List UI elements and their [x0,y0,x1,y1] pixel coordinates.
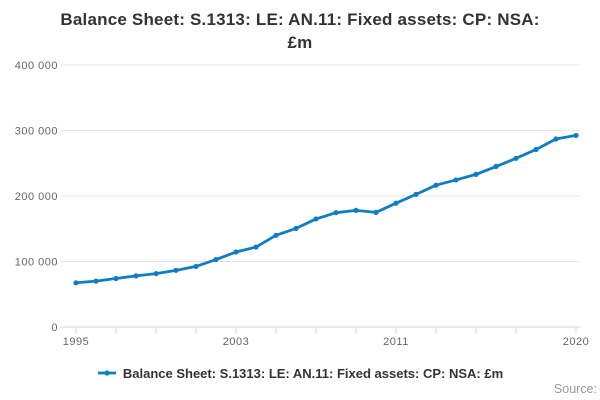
data-point-marker[interactable] [493,163,499,170]
y-axis-label: 100 000 [15,257,58,269]
chart-title: Balance Sheet: S.1313: LE: AN.11: Fixed … [0,8,600,54]
data-point-marker[interactable] [273,232,279,238]
data-point-marker[interactable] [433,182,439,188]
data-point-marker[interactable] [233,249,239,255]
series-line [74,134,578,285]
data-point-marker[interactable] [393,200,399,206]
legend-item[interactable]: Balance Sheet: S.1313: LE: AN.11: Fixed … [0,363,600,383]
chart-title-line2: £m [287,33,313,52]
x-axis-label: 1995 [63,336,89,348]
data-point-marker[interactable] [333,210,339,216]
data-point-marker[interactable] [373,209,379,215]
data-point-marker[interactable] [473,171,479,177]
data-point-marker[interactable] [533,146,539,153]
y-axis-label: 400 000 [15,60,58,72]
data-point-marker[interactable] [293,225,299,232]
data-point-marker[interactable] [153,271,159,277]
data-point-marker[interactable] [133,273,139,279]
data-point-marker[interactable] [513,155,519,161]
chart-title-line1: Balance Sheet: S.1313: LE: AN.11: Fixed … [60,10,540,29]
x-axis-label: 2011 [383,336,409,348]
y-axis-label: 0 [51,322,58,334]
legend-label: Balance Sheet: S.1313: LE: AN.11: Fixed … [122,365,504,381]
x-axis-label: 2020 [563,336,589,348]
y-axis-label: 300 000 [15,126,58,138]
data-point-marker[interactable] [353,207,359,214]
data-point-marker[interactable] [413,191,419,197]
data-point-marker[interactable] [93,278,99,284]
data-point-marker[interactable] [193,263,199,270]
x-axis-label: 2003 [223,336,249,348]
data-point-marker[interactable] [213,256,219,263]
data-point-marker[interactable] [173,267,179,273]
data-point-marker[interactable] [113,275,119,282]
data-point-marker[interactable] [253,244,259,250]
source-note: Source: [553,382,597,396]
data-point-marker[interactable] [73,280,79,286]
data-point-marker[interactable] [553,136,559,142]
legend-line-marker-icon [97,370,116,376]
data-point-marker[interactable] [313,216,319,222]
data-point-marker[interactable] [453,177,459,183]
y-axis-label: 200 000 [15,191,58,203]
data-point-marker[interactable] [573,132,579,139]
